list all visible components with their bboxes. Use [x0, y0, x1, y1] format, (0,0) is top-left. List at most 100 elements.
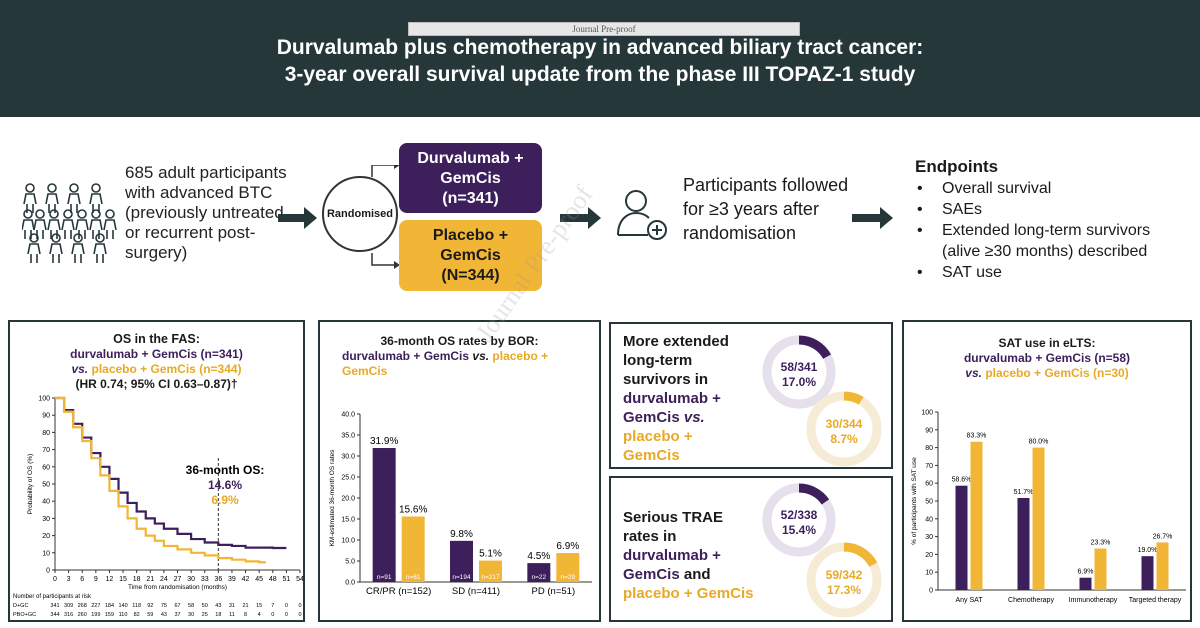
os-panel-hr: (HR 0.74; 95% CI 0.63–0.87)† [75, 377, 238, 391]
at-risk-value: 43 [161, 612, 167, 618]
title-line-1: Durvalumab plus chemotherapy in advanced… [276, 36, 924, 59]
y-tick-label: 70 [42, 447, 50, 454]
elts-placebo-ring-arc [806, 391, 882, 467]
bar-durva [450, 540, 473, 582]
at-risk-value: 4 [258, 612, 261, 618]
person-add-icon [617, 190, 667, 240]
y-tick-label: 40 [42, 499, 50, 506]
trae-and: and [683, 566, 711, 583]
os-panel-durva: durvalumab + GemCis (n=341) [70, 347, 243, 361]
bor-placebo-label: placebo + [492, 349, 549, 363]
sat-chart: 0 10 20 30 40 50 60 70 80 90 100 % of participants … [911, 410, 1186, 604]
bor-panel-title: 36-month OS rates by BOR: [380, 334, 539, 348]
x-tick-label: 42 [242, 576, 250, 583]
bar-n-label: n=61 [406, 574, 421, 581]
arm-durva-line1: Durvalumab + [417, 150, 524, 167]
bor-placebo-label-2: GemCis [342, 364, 388, 378]
km-curve-placebo [55, 396, 266, 564]
elts-panel: More extended long-term survivors in dur… [609, 322, 893, 469]
os36-placebo: 6.9% [211, 493, 239, 507]
randomised-circle: Randomised [322, 176, 398, 252]
y-tick-label: 20 [925, 552, 933, 559]
at-risk-value: 67 [174, 603, 180, 609]
y-tick-label: 10.0 [341, 538, 355, 545]
y-axis-label: % of participants with SAT use [911, 457, 918, 545]
y-tick-label: 40 [925, 516, 933, 523]
trae-text-line: GemCis and [623, 565, 753, 584]
y-tick-label: 35.0 [341, 433, 355, 440]
at-risk-value: 43 [215, 603, 221, 609]
at-risk-value: 21 [242, 603, 248, 609]
x-tick-label: 15 [119, 576, 127, 583]
trae-durva-ring-arc [762, 483, 836, 557]
bar-value-label: 6.9% [556, 541, 579, 552]
bar-durva [955, 485, 968, 590]
endpoints-box: Endpoints Overall survival SAEs Extended… [915, 156, 1195, 283]
bar-placebo [970, 441, 983, 590]
at-risk-value: 184 [105, 603, 114, 609]
y-tick-label: 100 [921, 410, 933, 417]
y-tick-label: 80 [42, 430, 50, 437]
bar-durva [1017, 497, 1030, 590]
bar-value-label: 15.6% [399, 504, 427, 515]
y-tick-label: 50 [925, 499, 933, 506]
trae-durva-ring-fraction: 52/338 [781, 508, 818, 522]
bar-value-label: 9.8% [450, 529, 473, 540]
endpoint-item: Overall survival [915, 178, 1195, 199]
y-tick-label: 60 [42, 464, 50, 471]
at-risk-value: 8 [244, 612, 247, 618]
at-risk-value: 159 [105, 612, 114, 618]
y-tick-label: 25.0 [341, 475, 355, 482]
y-tick-label: 0 [929, 588, 933, 595]
bar-placebo [479, 560, 502, 582]
y-tick-label: 60 [925, 481, 933, 488]
x-tick-label: 0 [53, 576, 57, 583]
split-arrows-icon [371, 165, 400, 269]
bar-n-label: n=217 [481, 574, 500, 581]
x-category-label: Chemotherapy [1008, 597, 1054, 604]
x-axis-label: Time from randomisation (months) [128, 584, 227, 591]
elts-text-line: durvalumab + [623, 390, 721, 407]
bar-n-label: n=91 [377, 574, 392, 581]
os-panel-vs: vs. [71, 362, 89, 376]
os-panel: OS in the FAS: durvalumab + GemCis (n=34… [8, 320, 305, 622]
trae-placebo-ring-fraction: 59/342 [826, 568, 863, 582]
y-axis-label: Probability of OS (%) [27, 454, 34, 515]
arm-durvalumab: Durvalumab + GemCis (n=341) [399, 143, 542, 213]
y-tick-label: 0.0 [345, 580, 355, 587]
trae-text-line: rates in [623, 528, 677, 545]
bar-n-label: n=29 [561, 574, 576, 581]
sat-placebo-text: placebo + GemCis (n=30) [985, 366, 1129, 380]
at-risk-value: 260 [78, 612, 87, 618]
endpoint-sublabel: (alive ≥30 months) described [942, 243, 1148, 260]
sat-panel-durva: durvalumab + GemCis (n=58) [963, 351, 1131, 365]
bor-chart: 0.0 5.0 10.0 15.0 20.0 25.0 30.0 35.0 40.0 KM-est… [329, 412, 592, 597]
x-category-label: PD (n=51) [532, 586, 576, 597]
bar-value-label: 83.3% [967, 433, 987, 440]
arrow-right-icon [852, 207, 893, 229]
at-risk-value: 341 [50, 603, 59, 609]
y-tick-label: 80 [925, 445, 933, 452]
endpoint-item: SAT use [915, 262, 1195, 283]
os36-durva: 14.6% [208, 478, 242, 492]
sat-vs: vs. [965, 366, 982, 380]
y-tick-label: 20 [42, 533, 50, 540]
y-tick-label: 90 [42, 413, 50, 420]
elts-durva-ring-arc [762, 335, 836, 409]
arm-durva-line3: (n=341) [442, 190, 499, 207]
at-risk-value: 0 [285, 603, 288, 609]
x-tick-label: 9 [94, 576, 98, 583]
y-axis-label: KM-estimated 36-month OS rates [329, 449, 336, 547]
arm-durva-line2: GemCis [440, 170, 501, 187]
x-tick-label: 3 [67, 576, 71, 583]
at-risk-value: 0 [298, 612, 301, 618]
bor-panel-subtitle: durvalumab + GemCis vs. placebo + GemCis [320, 349, 599, 379]
journal-watermark: Journal Pre-proof [408, 22, 800, 36]
at-risk-value: 31 [229, 603, 235, 609]
bar-value-label: 31.9% [370, 436, 398, 447]
x-tick-label: 21 [146, 576, 154, 583]
bar-placebo [556, 553, 580, 582]
x-tick-label: 33 [201, 576, 209, 583]
at-risk-value: 25 [202, 612, 208, 618]
